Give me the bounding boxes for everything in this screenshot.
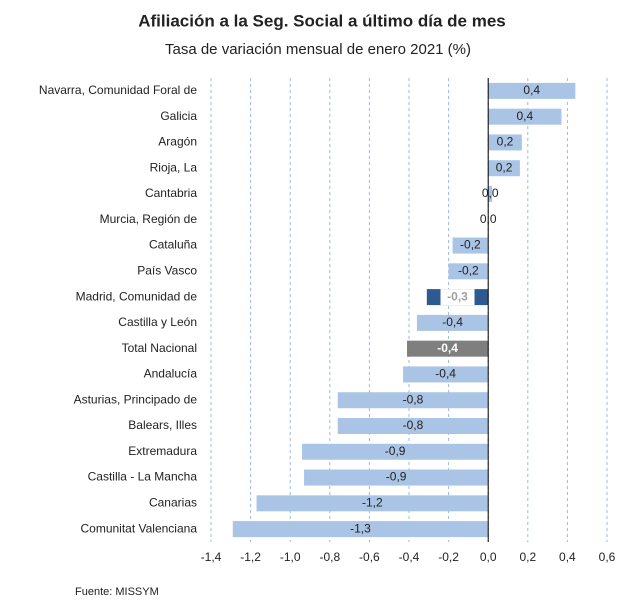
y-tick-label: Castilla y León — [118, 315, 197, 329]
value-label: 0,2 — [496, 160, 513, 174]
bar — [416, 314, 489, 331]
bar — [304, 469, 489, 486]
source-note: Fuente: MISSYM — [75, 586, 159, 598]
x-tick-label: -0,4 — [399, 550, 420, 564]
bar — [448, 263, 489, 280]
x-tick-label: -0,6 — [359, 550, 380, 564]
y-tick-label: Total Nacional — [122, 341, 197, 355]
value-label: -0,9 — [385, 444, 406, 458]
x-tick-label: -1,4 — [201, 550, 222, 564]
bar — [407, 340, 489, 357]
value-label: -0,2 — [458, 264, 479, 278]
bar — [403, 366, 489, 383]
value-label: -0,4 — [442, 315, 463, 329]
y-tick-label: Murcia, Región de — [100, 212, 198, 226]
y-tick-label: Rioja, La — [150, 160, 198, 174]
x-tick-label: -1,0 — [280, 550, 301, 564]
x-tick-label: -0,2 — [438, 550, 459, 564]
bar — [488, 82, 576, 99]
y-tick-label: País Vasco — [137, 264, 197, 278]
bar — [302, 443, 489, 460]
value-label: -0,8 — [403, 418, 424, 432]
value-label: -0,9 — [386, 470, 407, 484]
value-label: 0,2 — [497, 135, 514, 149]
bar — [488, 160, 520, 177]
y-tick-label: Balears, Illes — [128, 418, 197, 432]
bar — [337, 418, 489, 434]
y-tick-label: Cantabria — [145, 186, 197, 200]
x-tick-label: -0,8 — [319, 550, 340, 564]
bar — [337, 392, 489, 409]
bar — [256, 495, 489, 512]
value-label: 0,0 — [482, 186, 499, 200]
x-tick-label: -1,2 — [240, 550, 261, 564]
y-tick-label: Canarias — [149, 496, 197, 510]
x-tick-label: 0,4 — [559, 550, 576, 564]
y-tick-label: Cataluña — [149, 238, 197, 252]
value-label: 0,4 — [516, 109, 533, 123]
x-tick-label: 0,2 — [519, 550, 536, 564]
y-tick-label: Galicia — [160, 109, 197, 123]
y-tick-label: Andalucía — [144, 367, 198, 381]
y-tick-label: Comunitat Valenciana — [80, 521, 197, 535]
value-label-bg — [440, 289, 475, 306]
y-tick-label: Asturias, Principado de — [74, 392, 198, 406]
x-tick-label: 0,6 — [599, 550, 616, 564]
y-tick-label: Castilla - La Mancha — [88, 470, 198, 484]
value-label: -1,2 — [362, 496, 383, 510]
bar — [488, 186, 493, 202]
value-label: -0,4 — [435, 367, 456, 381]
x-tick-label: 0,0 — [480, 550, 497, 564]
bar — [232, 521, 489, 538]
y-tick-label: Extremadura — [128, 444, 197, 458]
chart-subtitle: Tasa de variación mensual de enero 2021 … — [165, 41, 471, 58]
y-tick-label: Navarra, Comunidad Foral de — [39, 83, 197, 97]
value-label: -0,3 — [447, 289, 468, 303]
bar — [488, 108, 562, 125]
value-label: -0,8 — [403, 392, 424, 406]
bar — [452, 237, 489, 254]
chart-title: Afiliación a la Seg. Social a último día… — [138, 11, 506, 30]
y-tick-label: Madrid, Comunidad de — [76, 289, 198, 303]
y-tick-label: Aragón — [158, 135, 197, 149]
value-label: 0,4 — [523, 83, 540, 97]
bar — [488, 134, 522, 151]
value-label: -0,2 — [460, 238, 481, 252]
value-label: -0,4 — [437, 341, 458, 355]
value-label: -1,3 — [350, 521, 371, 535]
